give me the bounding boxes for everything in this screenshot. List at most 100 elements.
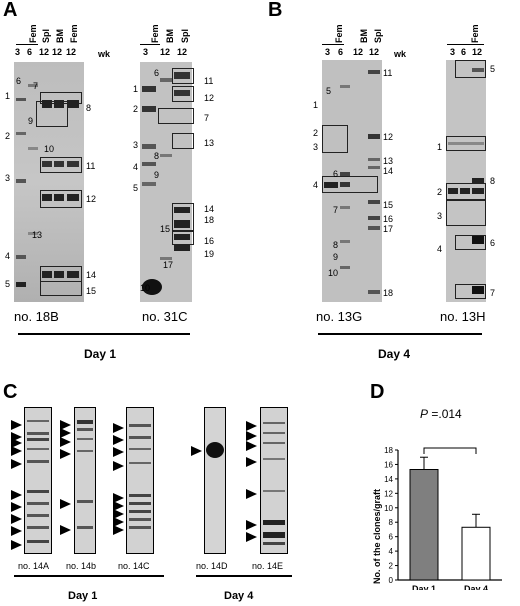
band-number: 5 — [133, 183, 139, 193]
y-tick-label: 14 — [384, 475, 393, 484]
band-number: 13 — [383, 156, 394, 166]
band-number: 11 — [86, 161, 96, 171]
band-box — [172, 86, 194, 102]
band-arrow — [11, 502, 22, 512]
day-rule — [196, 575, 292, 577]
lane-header: 12 — [369, 47, 380, 57]
lane-group-fem: Fem — [334, 24, 344, 43]
y-axis-label: No. of the clones/graft — [372, 488, 382, 584]
band-number: 18 — [383, 288, 394, 298]
band-arrow — [60, 499, 71, 509]
y-axis-label-anchor: No. of the clones/graft — [372, 489, 384, 594]
band-box — [40, 190, 82, 208]
lane-fem: Fem — [69, 24, 79, 43]
lane-header: 3 — [325, 47, 331, 57]
day-rule — [18, 333, 190, 335]
band-number: 4 — [133, 162, 139, 172]
band-box — [322, 176, 378, 193]
band-number: 8 — [333, 240, 339, 250]
band-arrow — [60, 420, 71, 430]
band-box — [172, 68, 194, 84]
band-arrow — [11, 438, 22, 448]
band-box — [172, 203, 194, 231]
lane-header: 12 — [353, 47, 364, 57]
lane-caption: no. 14b — [66, 561, 97, 571]
band-number: 3 — [437, 211, 443, 221]
lane-bm: BM — [359, 29, 369, 43]
band-arrow — [246, 441, 257, 451]
band-box — [40, 266, 82, 282]
band-box — [40, 157, 82, 173]
band-number: 11 — [204, 76, 214, 86]
band-box — [455, 235, 486, 250]
band-arrow — [191, 446, 202, 456]
y-tick-label: 12 — [384, 489, 393, 498]
band-number: 12 — [383, 132, 394, 142]
lane-header: 12 — [177, 47, 188, 57]
band-number: 8 — [86, 103, 92, 113]
band-number: 9 — [28, 116, 34, 126]
x-tick-label: Day 1 — [412, 584, 436, 590]
lane-caption: no. 14A — [18, 561, 50, 571]
band-box — [455, 60, 486, 78]
band-number: 16 — [383, 214, 394, 224]
band-box — [455, 284, 486, 299]
band-arrow — [246, 421, 257, 431]
y-tick-label: 6 — [389, 533, 394, 542]
band-number: 13 — [32, 230, 43, 240]
lane-header: 6 — [338, 47, 344, 57]
band-arrow — [11, 526, 22, 536]
band-number: 10 — [140, 283, 151, 293]
band-arrow — [11, 446, 22, 456]
group-rule — [140, 44, 160, 45]
band-arrow — [246, 457, 257, 467]
lane-spl: Spl — [41, 28, 51, 43]
band-number: 2 — [437, 187, 443, 197]
band-number: 9 — [333, 252, 339, 262]
lane-header: 12 — [52, 47, 63, 57]
band-number: 1 — [313, 100, 319, 110]
lane-group-fem: Fem — [150, 24, 160, 43]
band-number: 4 — [437, 244, 443, 254]
band-number: 1 — [437, 142, 443, 152]
lane-14a — [24, 407, 52, 554]
band-arrow — [60, 449, 71, 459]
gel-caption: no. 18B — [14, 309, 59, 324]
band-number: 3 — [313, 142, 319, 152]
gel-13h — [446, 60, 486, 302]
lane-header: 3 — [15, 47, 21, 57]
band-arrow — [11, 432, 22, 442]
band-number: 7 — [490, 288, 496, 298]
panel-a-letter: A — [3, 0, 18, 21]
band-number: 4 — [5, 251, 11, 261]
day-label: Day 4 — [224, 590, 254, 602]
band-number: 11 — [383, 68, 393, 78]
y-tick-label: 8 — [389, 518, 394, 527]
band-number: 10 — [44, 144, 55, 154]
lane-caption: no. 14E — [252, 561, 284, 571]
lane-spl: Spl — [373, 28, 383, 43]
band-arrow — [11, 459, 22, 469]
band-number: 1 — [5, 91, 11, 101]
lane-header: 3 — [450, 47, 456, 57]
band-number: 5 — [490, 64, 496, 74]
lane-header: 12 — [160, 47, 171, 57]
band-number: 9 — [154, 170, 160, 180]
band-arrow — [113, 423, 124, 433]
lane-14c — [126, 407, 154, 554]
p-value: P =.014 — [420, 408, 462, 421]
band-number: 6 — [16, 76, 22, 86]
band-box — [40, 92, 82, 104]
panel-b-letter: B — [268, 0, 283, 21]
band-box — [322, 125, 348, 153]
p-symbol: P — [420, 407, 429, 421]
gel-18b — [14, 62, 84, 302]
panel-c-letter: C — [3, 381, 18, 403]
band-number: 5 — [326, 86, 332, 96]
chart-svg: 0 2 4 6 8 10 12 14 16 18 Day 1 Day 4 — [384, 446, 502, 594]
bar — [461, 526, 491, 581]
lane-caption: no. 14D — [196, 561, 228, 571]
lane-header: 6 — [461, 47, 467, 57]
band-arrow — [246, 532, 257, 542]
day-label: Day 1 — [68, 590, 98, 602]
